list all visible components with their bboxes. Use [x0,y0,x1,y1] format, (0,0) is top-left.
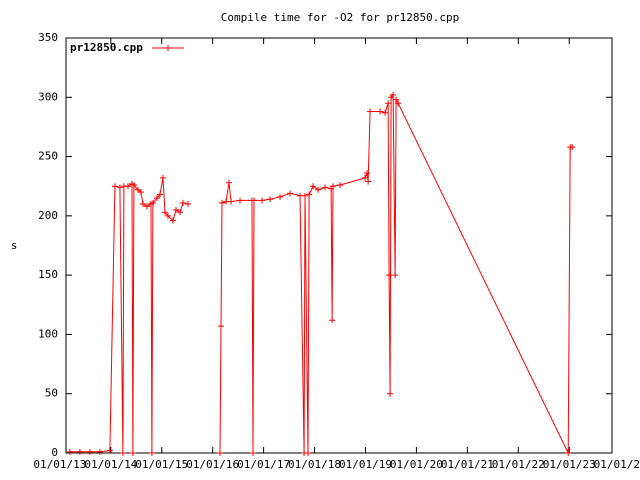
plot-frame [65,37,613,454]
point [310,183,317,190]
y-tick-label: 200 [38,209,58,222]
x-tick-label: 01/01/21 [441,458,494,471]
point [119,450,126,456]
point [236,197,243,204]
point [159,174,166,181]
x-tick-label: 01/01/13 [33,458,86,471]
point [362,174,369,181]
data-line [69,93,573,454]
x-tick-label: 01/01/14 [84,458,137,471]
point [305,450,312,456]
point [386,272,393,279]
x-tick-label: 01/01/19 [339,458,392,471]
point [149,199,156,206]
point [86,448,93,455]
x-tick-label: 01/01/16 [186,458,239,471]
point [277,193,284,200]
y-tick-label: 250 [38,150,58,163]
point [365,178,372,185]
point [219,199,226,206]
point [161,209,168,216]
point [153,195,160,202]
point [302,192,309,199]
point [377,108,384,115]
y-tick-label: 300 [38,90,58,103]
point [164,212,171,219]
point [250,450,257,456]
point [111,183,118,190]
point [267,196,274,203]
point [395,100,402,107]
point [124,183,131,190]
point [250,197,257,204]
point [392,272,399,279]
y-tick-label: 350 [38,31,58,44]
point [184,201,191,207]
x-tick-label: 01/01/15 [135,458,188,471]
point [382,109,389,116]
x-tick-label: 01/01/23 [543,458,596,471]
point [216,450,223,456]
point [76,448,83,455]
legend-label: pr12850.cpp [70,41,143,54]
point [148,450,155,456]
point [116,184,123,191]
point [143,203,150,210]
point [259,197,266,204]
point [179,199,186,206]
x-tick-label: 01/01/24 [594,458,640,471]
point [129,450,136,456]
chart-title: Compile time for -O2 for pr12850.cpp [221,11,459,24]
y-axis-label: s [11,239,18,252]
point [306,191,313,198]
x-tick-label: 01/01/20 [390,458,443,471]
point [565,450,572,456]
y-tick-label: 50 [45,387,58,400]
point [222,198,229,205]
point [96,448,103,455]
legend-marker [165,45,171,51]
y-tick-label: 150 [38,268,58,281]
x-tick-label: 01/01/22 [492,458,545,471]
point [156,191,163,198]
point [225,179,232,186]
y-tick-label: 100 [38,327,58,340]
point [137,189,144,196]
point [322,184,329,191]
point [330,183,337,190]
point [169,217,176,224]
point [287,190,294,197]
point [364,170,371,177]
point [130,182,137,189]
point [387,390,394,397]
point [337,182,344,189]
point [134,186,141,193]
point [66,448,73,455]
x-tick-label: 01/01/18 [288,458,341,471]
point [393,96,400,103]
point [172,206,179,213]
point [390,91,397,98]
point [385,100,392,107]
point [315,186,322,193]
x-tick-label: 01/01/17 [237,458,290,471]
point [569,144,576,151]
point [228,198,235,205]
y-tick-label: 0 [51,446,58,459]
point [367,108,374,115]
point [217,323,224,330]
point [139,201,146,207]
point [329,317,336,324]
point [176,209,183,216]
point [106,447,113,454]
